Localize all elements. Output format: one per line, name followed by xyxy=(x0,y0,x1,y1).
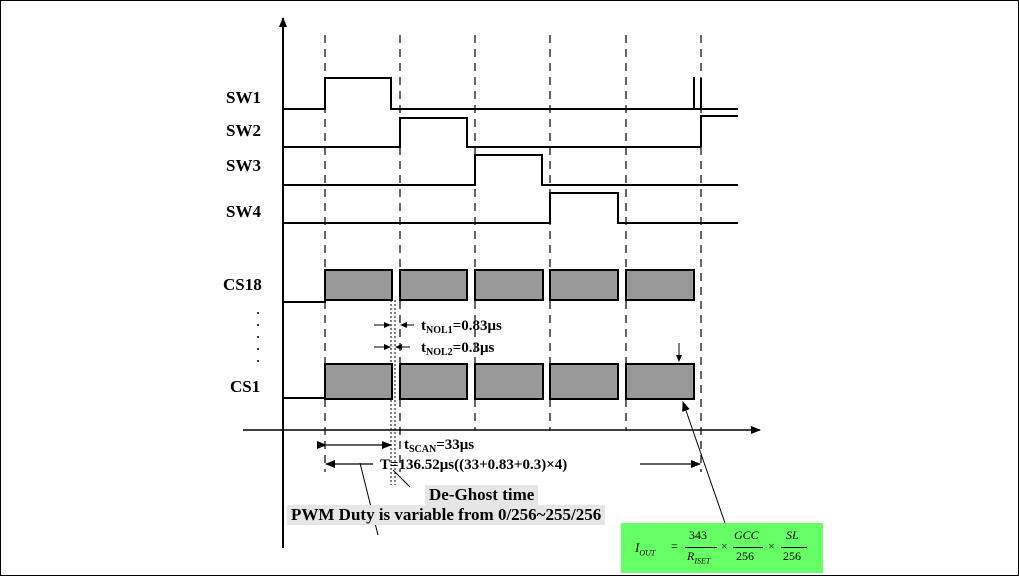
deghost-pointer xyxy=(392,469,411,488)
ellipsis-dots xyxy=(257,312,259,362)
formula-pointer xyxy=(682,401,726,524)
waveform-sw3 xyxy=(284,154,738,186)
waveform-sw2 xyxy=(284,117,701,148)
waveform-sw2-tail xyxy=(700,115,738,147)
waveform-sw1 xyxy=(284,77,702,110)
cs1-pulse xyxy=(625,363,695,400)
waveform-cs18-baseline xyxy=(284,270,326,303)
cs1-pulse xyxy=(474,363,544,400)
cs18-pulse xyxy=(474,269,544,301)
label-sw1: SW1 xyxy=(226,88,261,107)
cs18-pulse xyxy=(324,269,393,301)
period-label: T=136.52μs((33+0.83+0.3)×4) xyxy=(380,457,567,473)
deghost-caption: De-Ghost time xyxy=(425,485,539,505)
cs18-pulse xyxy=(399,269,468,301)
iout-formula: IOUT = 343 RISET × GCC 256 × SL 256 xyxy=(621,523,823,573)
tnol1-label: tNOL1=0.83μs xyxy=(421,318,502,336)
tscan-label: tSCAN=33μs xyxy=(404,437,474,455)
cs18-pulse xyxy=(625,269,695,301)
tnol2-label: tNOL2=0.3μs xyxy=(421,340,494,358)
pwm-caption: PWM Duty is variable from 0/256~255/256 xyxy=(287,505,606,525)
cs1-pulse xyxy=(549,363,619,400)
cs18-pulse xyxy=(549,269,619,301)
waveform-sw4 xyxy=(284,192,738,224)
label-cs18: CS18 xyxy=(223,275,262,294)
label-sw3: SW3 xyxy=(226,156,261,175)
label-sw4: SW4 xyxy=(226,202,261,221)
label-cs1: CS1 xyxy=(230,377,260,396)
waveform-sw1-tail xyxy=(693,77,738,110)
cs1-pulse xyxy=(324,363,393,400)
waveform-cs1-baseline xyxy=(284,364,326,399)
time-markers xyxy=(324,35,702,472)
cs1-pulse xyxy=(399,363,468,400)
label-sw2: SW2 xyxy=(226,121,261,140)
